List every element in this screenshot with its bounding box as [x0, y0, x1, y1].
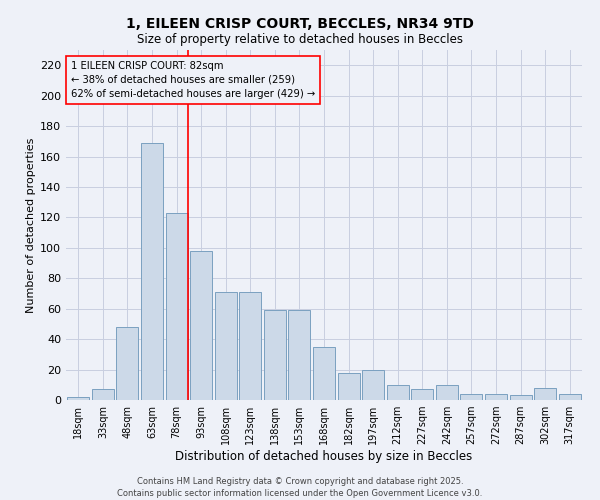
Bar	[386, 385, 409, 400]
Text: Size of property relative to detached houses in Beccles: Size of property relative to detached ho…	[137, 32, 463, 46]
Bar	[264, 310, 286, 400]
Bar	[534, 388, 556, 400]
Bar	[67, 397, 89, 400]
Bar	[166, 213, 188, 400]
Bar	[141, 143, 163, 400]
Bar	[509, 396, 532, 400]
Bar	[190, 251, 212, 400]
Bar	[559, 394, 581, 400]
Text: Contains HM Land Registry data © Crown copyright and database right 2025.
Contai: Contains HM Land Registry data © Crown c…	[118, 476, 482, 498]
Bar	[116, 327, 139, 400]
Bar	[362, 370, 384, 400]
X-axis label: Distribution of detached houses by size in Beccles: Distribution of detached houses by size …	[175, 450, 473, 463]
Bar	[485, 394, 507, 400]
Bar	[92, 390, 114, 400]
Y-axis label: Number of detached properties: Number of detached properties	[26, 138, 36, 312]
Bar	[289, 310, 310, 400]
Bar	[460, 394, 482, 400]
Bar	[338, 372, 359, 400]
Bar	[215, 292, 237, 400]
Bar	[239, 292, 262, 400]
Text: 1 EILEEN CRISP COURT: 82sqm
← 38% of detached houses are smaller (259)
62% of se: 1 EILEEN CRISP COURT: 82sqm ← 38% of det…	[71, 60, 316, 98]
Bar	[313, 346, 335, 400]
Text: 1, EILEEN CRISP COURT, BECCLES, NR34 9TD: 1, EILEEN CRISP COURT, BECCLES, NR34 9TD	[126, 18, 474, 32]
Bar	[411, 390, 433, 400]
Bar	[436, 385, 458, 400]
